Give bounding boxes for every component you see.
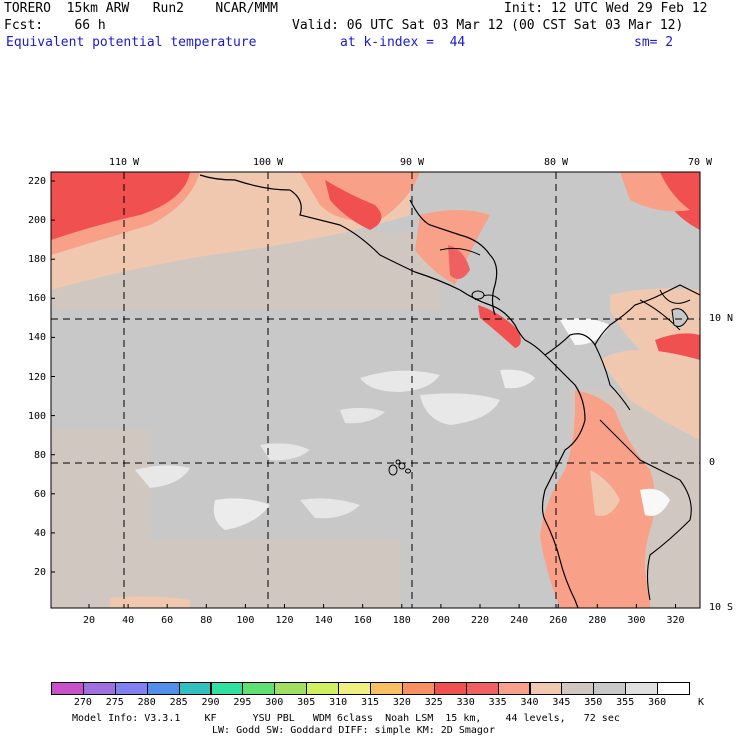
legend-swatch <box>146 682 180 695</box>
legend-label: 280 <box>137 697 156 708</box>
y-tick-label: 160 <box>27 293 46 305</box>
legend-swatch <box>465 682 499 695</box>
legend-swatch <box>401 682 435 695</box>
legend-label: 320 <box>392 697 411 708</box>
legend-label: 350 <box>584 697 603 708</box>
legend-label: 330 <box>456 697 475 708</box>
legend-swatch <box>497 682 531 695</box>
y-tick-label: 220 <box>27 176 46 187</box>
header-smoothing: sm= 2 <box>634 35 674 50</box>
legend-label: 290 <box>201 697 220 708</box>
y-tick-label: 180 <box>27 254 46 266</box>
legend-swatch <box>114 682 148 695</box>
header-field-name: Equivalent potential temperature <box>6 35 257 50</box>
legend-label: 360 <box>648 697 667 708</box>
legend-swatch <box>593 682 627 695</box>
legend-swatch <box>433 682 467 695</box>
x-tick-label: 120 <box>275 615 294 626</box>
x-tick-label: 200 <box>431 615 450 626</box>
y-tick-label: 120 <box>27 371 46 383</box>
x-tick-label: 40 <box>122 615 135 626</box>
legend-label: 270 <box>73 697 92 708</box>
map-frame <box>50 171 701 609</box>
x-tick-label: 280 <box>588 615 607 626</box>
x-tick-label: 100 <box>236 615 255 626</box>
legend-label: 335 <box>488 697 507 708</box>
footer-model-info: Model Info: V3.3.1 KF YSU PBL WDM 6class… <box>72 713 620 724</box>
legend-swatch <box>82 682 116 695</box>
longitude-label: 100 W <box>252 157 284 168</box>
legend-label: 325 <box>424 697 443 708</box>
header-model-run: TORERO 15km ARW Run2 NCAR/MMM <box>4 1 278 16</box>
legend-swatch <box>338 682 371 695</box>
footer-physics-info: LW: Godd SW: Goddard DIFF: simple KM: 2D… <box>212 725 495 736</box>
legend-label: 300 <box>265 697 284 708</box>
x-tick-label: 240 <box>510 615 529 626</box>
legend-label: 355 <box>616 697 635 708</box>
legend-label: 310 <box>329 697 348 708</box>
legend-swatch <box>51 682 84 695</box>
x-tick-label: 20 <box>82 615 96 626</box>
legend-swatch <box>370 682 403 695</box>
header-valid-time: Valid: 06 UTC Sat 03 Mar 12 (00 CST Sat … <box>292 18 684 33</box>
legend-label: 345 <box>552 697 571 708</box>
legend-swatch <box>529 682 563 695</box>
legend-swatch <box>657 682 690 695</box>
x-tick-label: 60 <box>161 615 174 626</box>
x-tick-label: 80 <box>200 615 213 626</box>
x-tick-label: 180 <box>392 615 411 626</box>
legend-swatch <box>625 682 659 695</box>
y-tick-label: 40 <box>33 527 46 539</box>
galapagos-islands <box>388 459 411 476</box>
y-tick-label: 140 <box>27 332 46 344</box>
latitude-label: 0 <box>709 457 716 468</box>
header-level: at k-index = 44 <box>340 35 466 50</box>
y-tick-label: 20 <box>33 567 46 578</box>
header-forecast-hour: Fcst: 66 h <box>4 18 106 33</box>
x-tick-label: 140 <box>314 615 333 626</box>
legend-label: 285 <box>169 697 188 708</box>
legend-swatch <box>242 682 276 695</box>
latitude-label: 10 S <box>709 602 734 613</box>
legend-label: 295 <box>233 697 252 708</box>
y-tick-label: 60 <box>33 488 46 500</box>
x-tick-label: 160 <box>353 615 372 626</box>
y-tick-label: 80 <box>33 449 46 461</box>
longitude-label: 90 W <box>399 157 425 168</box>
legend-swatch <box>274 682 308 695</box>
legend-label: 275 <box>105 697 124 708</box>
legend-label: 305 <box>297 697 316 708</box>
y-tick-label: 200 <box>27 215 46 227</box>
x-tick-label: 320 <box>666 615 685 626</box>
graticule <box>51 172 700 608</box>
equivalent-potential-temperature-field <box>51 172 700 608</box>
latitude-label: 10 N <box>709 313 734 324</box>
legend-swatch <box>178 682 212 695</box>
x-tick-label: 260 <box>549 615 568 626</box>
legend-swatch <box>561 682 595 695</box>
x-tick-label: 300 <box>627 615 646 626</box>
legend-label: 340 <box>520 697 539 708</box>
legend-unit: K <box>698 697 705 708</box>
longitude-label: 110 W <box>108 157 140 168</box>
y-tick-label: 100 <box>27 410 46 422</box>
longitude-label: 70 W <box>687 157 713 168</box>
legend-swatch <box>306 682 340 695</box>
header-init-time: Init: 12 UTC Wed 29 Feb 12 <box>504 1 708 16</box>
legend-label: 315 <box>360 697 380 708</box>
legend-swatch <box>210 682 244 695</box>
x-tick-label: 220 <box>470 615 490 626</box>
longitude-label: 80 W <box>543 157 569 168</box>
